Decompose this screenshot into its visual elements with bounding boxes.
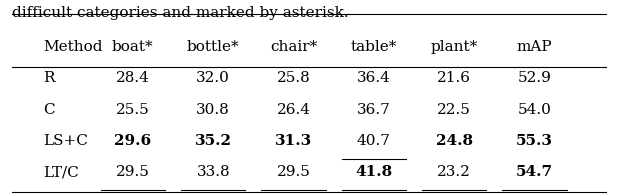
Text: 29.5: 29.5 xyxy=(277,165,310,180)
Text: 55.3: 55.3 xyxy=(516,134,553,148)
Text: Method: Method xyxy=(43,40,103,54)
Text: mAP: mAP xyxy=(517,40,552,54)
Text: 36.7: 36.7 xyxy=(357,103,391,117)
Text: 33.8: 33.8 xyxy=(197,165,230,180)
Text: 41.8: 41.8 xyxy=(355,165,392,180)
Text: 31.3: 31.3 xyxy=(275,134,312,148)
Text: 52.9: 52.9 xyxy=(518,71,551,85)
Text: 21.6: 21.6 xyxy=(437,71,472,85)
Text: 54.7: 54.7 xyxy=(516,165,553,180)
Text: 30.8: 30.8 xyxy=(197,103,230,117)
Text: 29.6: 29.6 xyxy=(114,134,151,148)
Text: difficult categories and marked by asterisk.: difficult categories and marked by aster… xyxy=(12,6,349,20)
Text: LT/C: LT/C xyxy=(43,165,79,180)
Text: 36.4: 36.4 xyxy=(357,71,391,85)
Text: 40.7: 40.7 xyxy=(357,134,391,148)
Text: 25.8: 25.8 xyxy=(277,71,310,85)
Text: bottle*: bottle* xyxy=(187,40,240,54)
Text: LS+C: LS+C xyxy=(43,134,88,148)
Text: chair*: chair* xyxy=(270,40,317,54)
Text: R: R xyxy=(43,71,55,85)
Text: boat*: boat* xyxy=(112,40,154,54)
Text: 23.2: 23.2 xyxy=(438,165,471,180)
Text: 35.2: 35.2 xyxy=(195,134,232,148)
Text: 29.5: 29.5 xyxy=(116,165,150,180)
Text: 26.4: 26.4 xyxy=(276,103,311,117)
Text: 54.0: 54.0 xyxy=(518,103,551,117)
Text: plant*: plant* xyxy=(431,40,478,54)
Text: 32.0: 32.0 xyxy=(197,71,230,85)
Text: 28.4: 28.4 xyxy=(116,71,150,85)
Text: 24.8: 24.8 xyxy=(436,134,473,148)
Text: 25.5: 25.5 xyxy=(116,103,150,117)
Text: 22.5: 22.5 xyxy=(438,103,471,117)
Text: C: C xyxy=(43,103,55,117)
Text: table*: table* xyxy=(350,40,397,54)
